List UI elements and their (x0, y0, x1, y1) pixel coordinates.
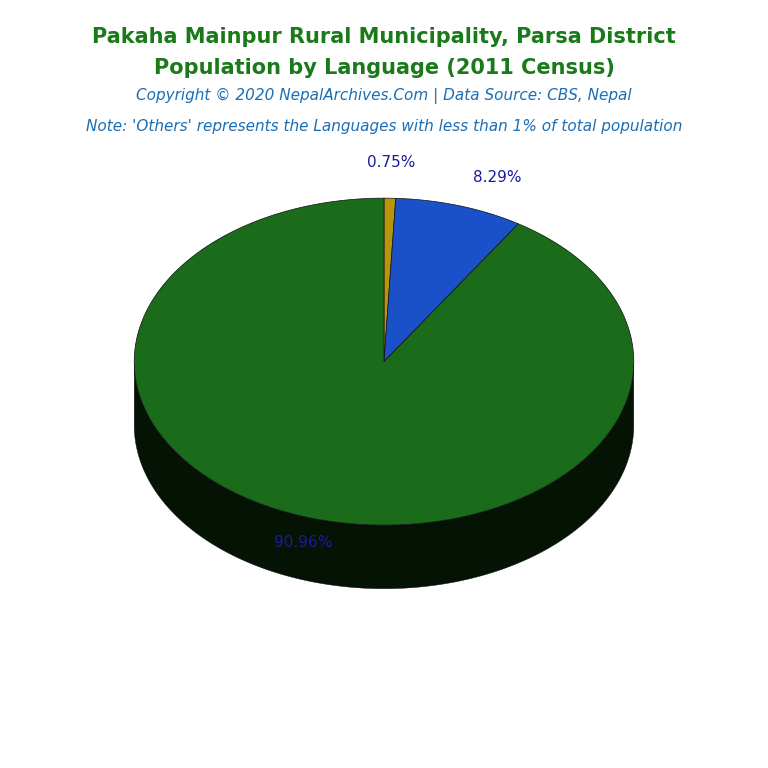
Text: 8.29%: 8.29% (473, 170, 521, 185)
Text: Note: 'Others' represents the Languages with less than 1% of total population: Note: 'Others' represents the Languages … (86, 119, 682, 134)
Text: 90.96%: 90.96% (274, 535, 333, 550)
Text: Pakaha Mainpur Rural Municipality, Parsa District: Pakaha Mainpur Rural Municipality, Parsa… (92, 27, 676, 47)
Polygon shape (384, 198, 396, 362)
Text: 0.75%: 0.75% (367, 154, 415, 170)
Polygon shape (134, 363, 634, 589)
Polygon shape (384, 198, 518, 362)
Polygon shape (134, 198, 634, 525)
Text: Population by Language (2011 Census): Population by Language (2011 Census) (154, 58, 614, 78)
Text: Copyright © 2020 NepalArchives.Com | Data Source: CBS, Nepal: Copyright © 2020 NepalArchives.Com | Dat… (136, 88, 632, 104)
